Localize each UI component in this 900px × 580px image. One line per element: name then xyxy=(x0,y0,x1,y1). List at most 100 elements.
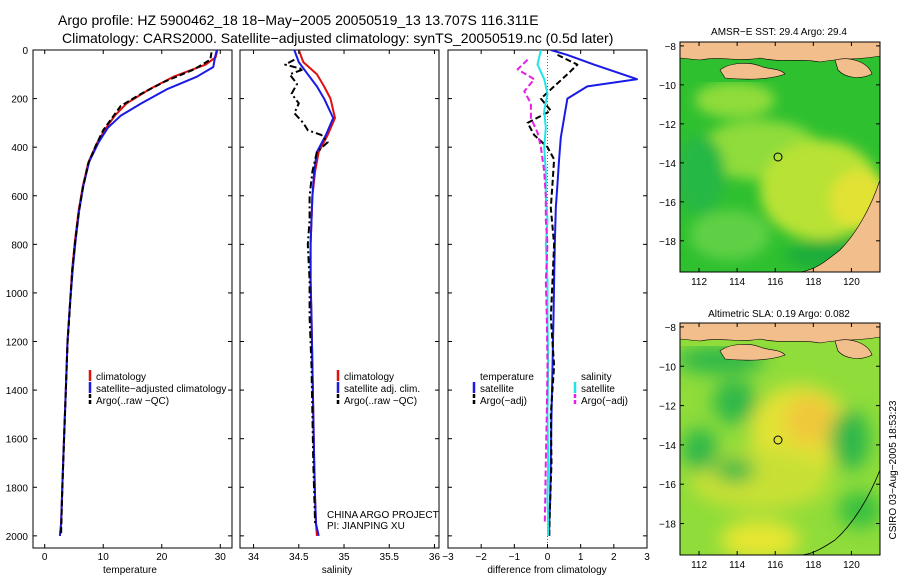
sla-java-coast xyxy=(680,323,880,344)
salinity-plot xyxy=(284,50,336,537)
sst-warm-patch xyxy=(690,210,770,260)
map-x-tick-label: 118 xyxy=(805,560,821,571)
x-tick-label: 34.5 xyxy=(289,552,309,563)
x-tick-label: −1 xyxy=(509,552,521,563)
y-tick-label: 1000 xyxy=(6,289,29,300)
x-tick-label: −3 xyxy=(442,552,454,563)
legend-label-argo: Argo(..raw −QC) xyxy=(96,396,169,407)
x-tick-label: 10 xyxy=(98,552,110,563)
x-tick-label: 34 xyxy=(248,552,260,563)
sla-sumbawa-island xyxy=(834,339,873,359)
temperature-legend: climatology satellite−adjusted climatolo… xyxy=(88,370,226,407)
series-line-argo xyxy=(284,58,329,524)
sst-lombok-island xyxy=(719,63,786,80)
x-tick-label: 30 xyxy=(215,552,227,563)
sst-map-frame xyxy=(679,41,881,273)
sst-australia-coast xyxy=(799,179,880,272)
legend-label-satellite: satellite−adjusted climatology xyxy=(96,384,226,395)
map-x-tick-label: 112 xyxy=(691,277,707,288)
sst-map-axes: 112 114 116 118 120 −8 −10 −12 −14 −16 −18 xyxy=(659,42,880,288)
map-y-tick-label: −18 xyxy=(659,520,676,531)
x-tick-label: −2 xyxy=(475,552,487,563)
series-line-climatology xyxy=(297,50,336,536)
sst-warm-patch xyxy=(695,82,775,118)
sst-sumbawa-island xyxy=(834,58,873,78)
map-x-tick-label: 118 xyxy=(805,277,821,288)
map-y-tick-label: −10 xyxy=(659,81,676,92)
sla-low-patch xyxy=(713,380,757,424)
sla-low-patch xyxy=(838,492,880,528)
sla-lombok-island xyxy=(719,344,786,361)
map-y-tick-label: −12 xyxy=(659,402,676,413)
x-tick-label: 35 xyxy=(338,552,350,563)
x-tick-label: 35.5 xyxy=(380,552,400,563)
temperature-plot xyxy=(58,50,219,536)
sla-low-patch xyxy=(715,458,755,482)
x-tick-label: 1 xyxy=(578,552,584,563)
map-x-tick-label: 116 xyxy=(767,277,783,288)
map-x-tick-label: 112 xyxy=(691,560,707,571)
map-y-tick-label: −12 xyxy=(659,120,676,131)
legend-label-argo: Argo(..raw −QC) xyxy=(344,396,417,407)
difference-legend: temperature satellite Argo(−adj) salinit… xyxy=(472,372,628,407)
map-y-tick-label: −14 xyxy=(659,441,676,452)
sla-field xyxy=(680,346,880,555)
series-line-satellite xyxy=(58,50,218,536)
salinity-legend: climatology satellite adj. clim. Argo(..… xyxy=(336,370,420,407)
y-tick-label: 1200 xyxy=(6,338,29,349)
sst-java-coast xyxy=(680,42,880,63)
y-tick-label: 600 xyxy=(11,192,28,203)
sla-low-patch xyxy=(830,410,870,470)
y-tick-label: 1800 xyxy=(6,483,29,494)
map-x-tick-label: 114 xyxy=(729,560,745,571)
x-tick-label: 0 xyxy=(42,552,48,563)
sst-float-marker xyxy=(773,152,783,162)
y-tick-label: 1600 xyxy=(6,435,29,446)
legend-label-salinity: salinity xyxy=(581,372,612,383)
map-y-tick-label: −8 xyxy=(665,42,677,53)
series-line-salinity-satellite xyxy=(536,50,550,536)
legend-label-satellite: satellite adj. clim. xyxy=(344,384,420,395)
map-y-tick-label: −16 xyxy=(659,480,676,491)
timestamp: CSIRO 03−Aug−2005 18:53:23 xyxy=(888,400,899,539)
map-x-tick-label: 114 xyxy=(729,277,745,288)
y-tick-label: 2000 xyxy=(6,532,29,543)
sla-map xyxy=(680,323,880,555)
project-credit: CHINA ARGO PROJECT xyxy=(327,510,439,521)
legend-label-sal-argo: Argo(−adj) xyxy=(581,396,628,407)
map-y-tick-label: −14 xyxy=(659,159,676,170)
sla-map-axes: 112 114 116 118 120 −8 −10 −12 −14 −16 −18 xyxy=(659,323,880,571)
salinity-panel-frame xyxy=(239,49,440,549)
difference-plot xyxy=(516,50,638,548)
sst-map xyxy=(680,42,880,272)
y-tick-label: 0 xyxy=(22,46,28,57)
map-x-tick-label: 120 xyxy=(843,560,860,571)
legend-label-sal-satellite: satellite xyxy=(581,384,615,395)
legend-label-climatology: climatology xyxy=(96,372,146,383)
sla-map-frame xyxy=(679,322,881,556)
figure-title-line2: Climatology: CARS2000. Satellite−adjuste… xyxy=(62,30,613,46)
legend-label-temperature: temperature xyxy=(480,372,534,383)
series-line-salinity-argo xyxy=(516,58,549,524)
series-line-temperature-satellite xyxy=(548,50,638,536)
y-tick-label: 800 xyxy=(11,240,28,251)
temperature-xaxis: 0 10 20 30 xyxy=(42,50,226,563)
x-tick-label: 36 xyxy=(429,552,441,563)
salinity-xlabel: salinity xyxy=(322,565,353,576)
series-line-argo xyxy=(60,52,213,534)
figure-title-line1: Argo profile: HZ 5900462_18 18−May−2005 … xyxy=(58,12,539,28)
y-tick-label: 200 xyxy=(11,95,28,106)
series-line-temperature-argo xyxy=(526,54,579,536)
depth-axis: 0 200 400 600 800 1000 1200 1400 1600 1800 2000 xyxy=(6,46,647,543)
map-y-tick-label: −10 xyxy=(659,362,676,373)
y-tick-label: 400 xyxy=(11,143,28,154)
legend-label-temp-argo: Argo(−adj) xyxy=(480,396,527,407)
sla-map-title: Altimetric SLA: 0.19 Argo: 0.082 xyxy=(708,309,850,320)
map-y-tick-label: −18 xyxy=(659,237,676,248)
map-y-tick-label: −16 xyxy=(659,198,676,209)
difference-xlabel: difference from climatology xyxy=(487,565,606,576)
map-y-tick-label: −8 xyxy=(665,323,677,334)
map-x-tick-label: 116 xyxy=(767,560,783,571)
y-tick-label: 1400 xyxy=(6,386,29,397)
